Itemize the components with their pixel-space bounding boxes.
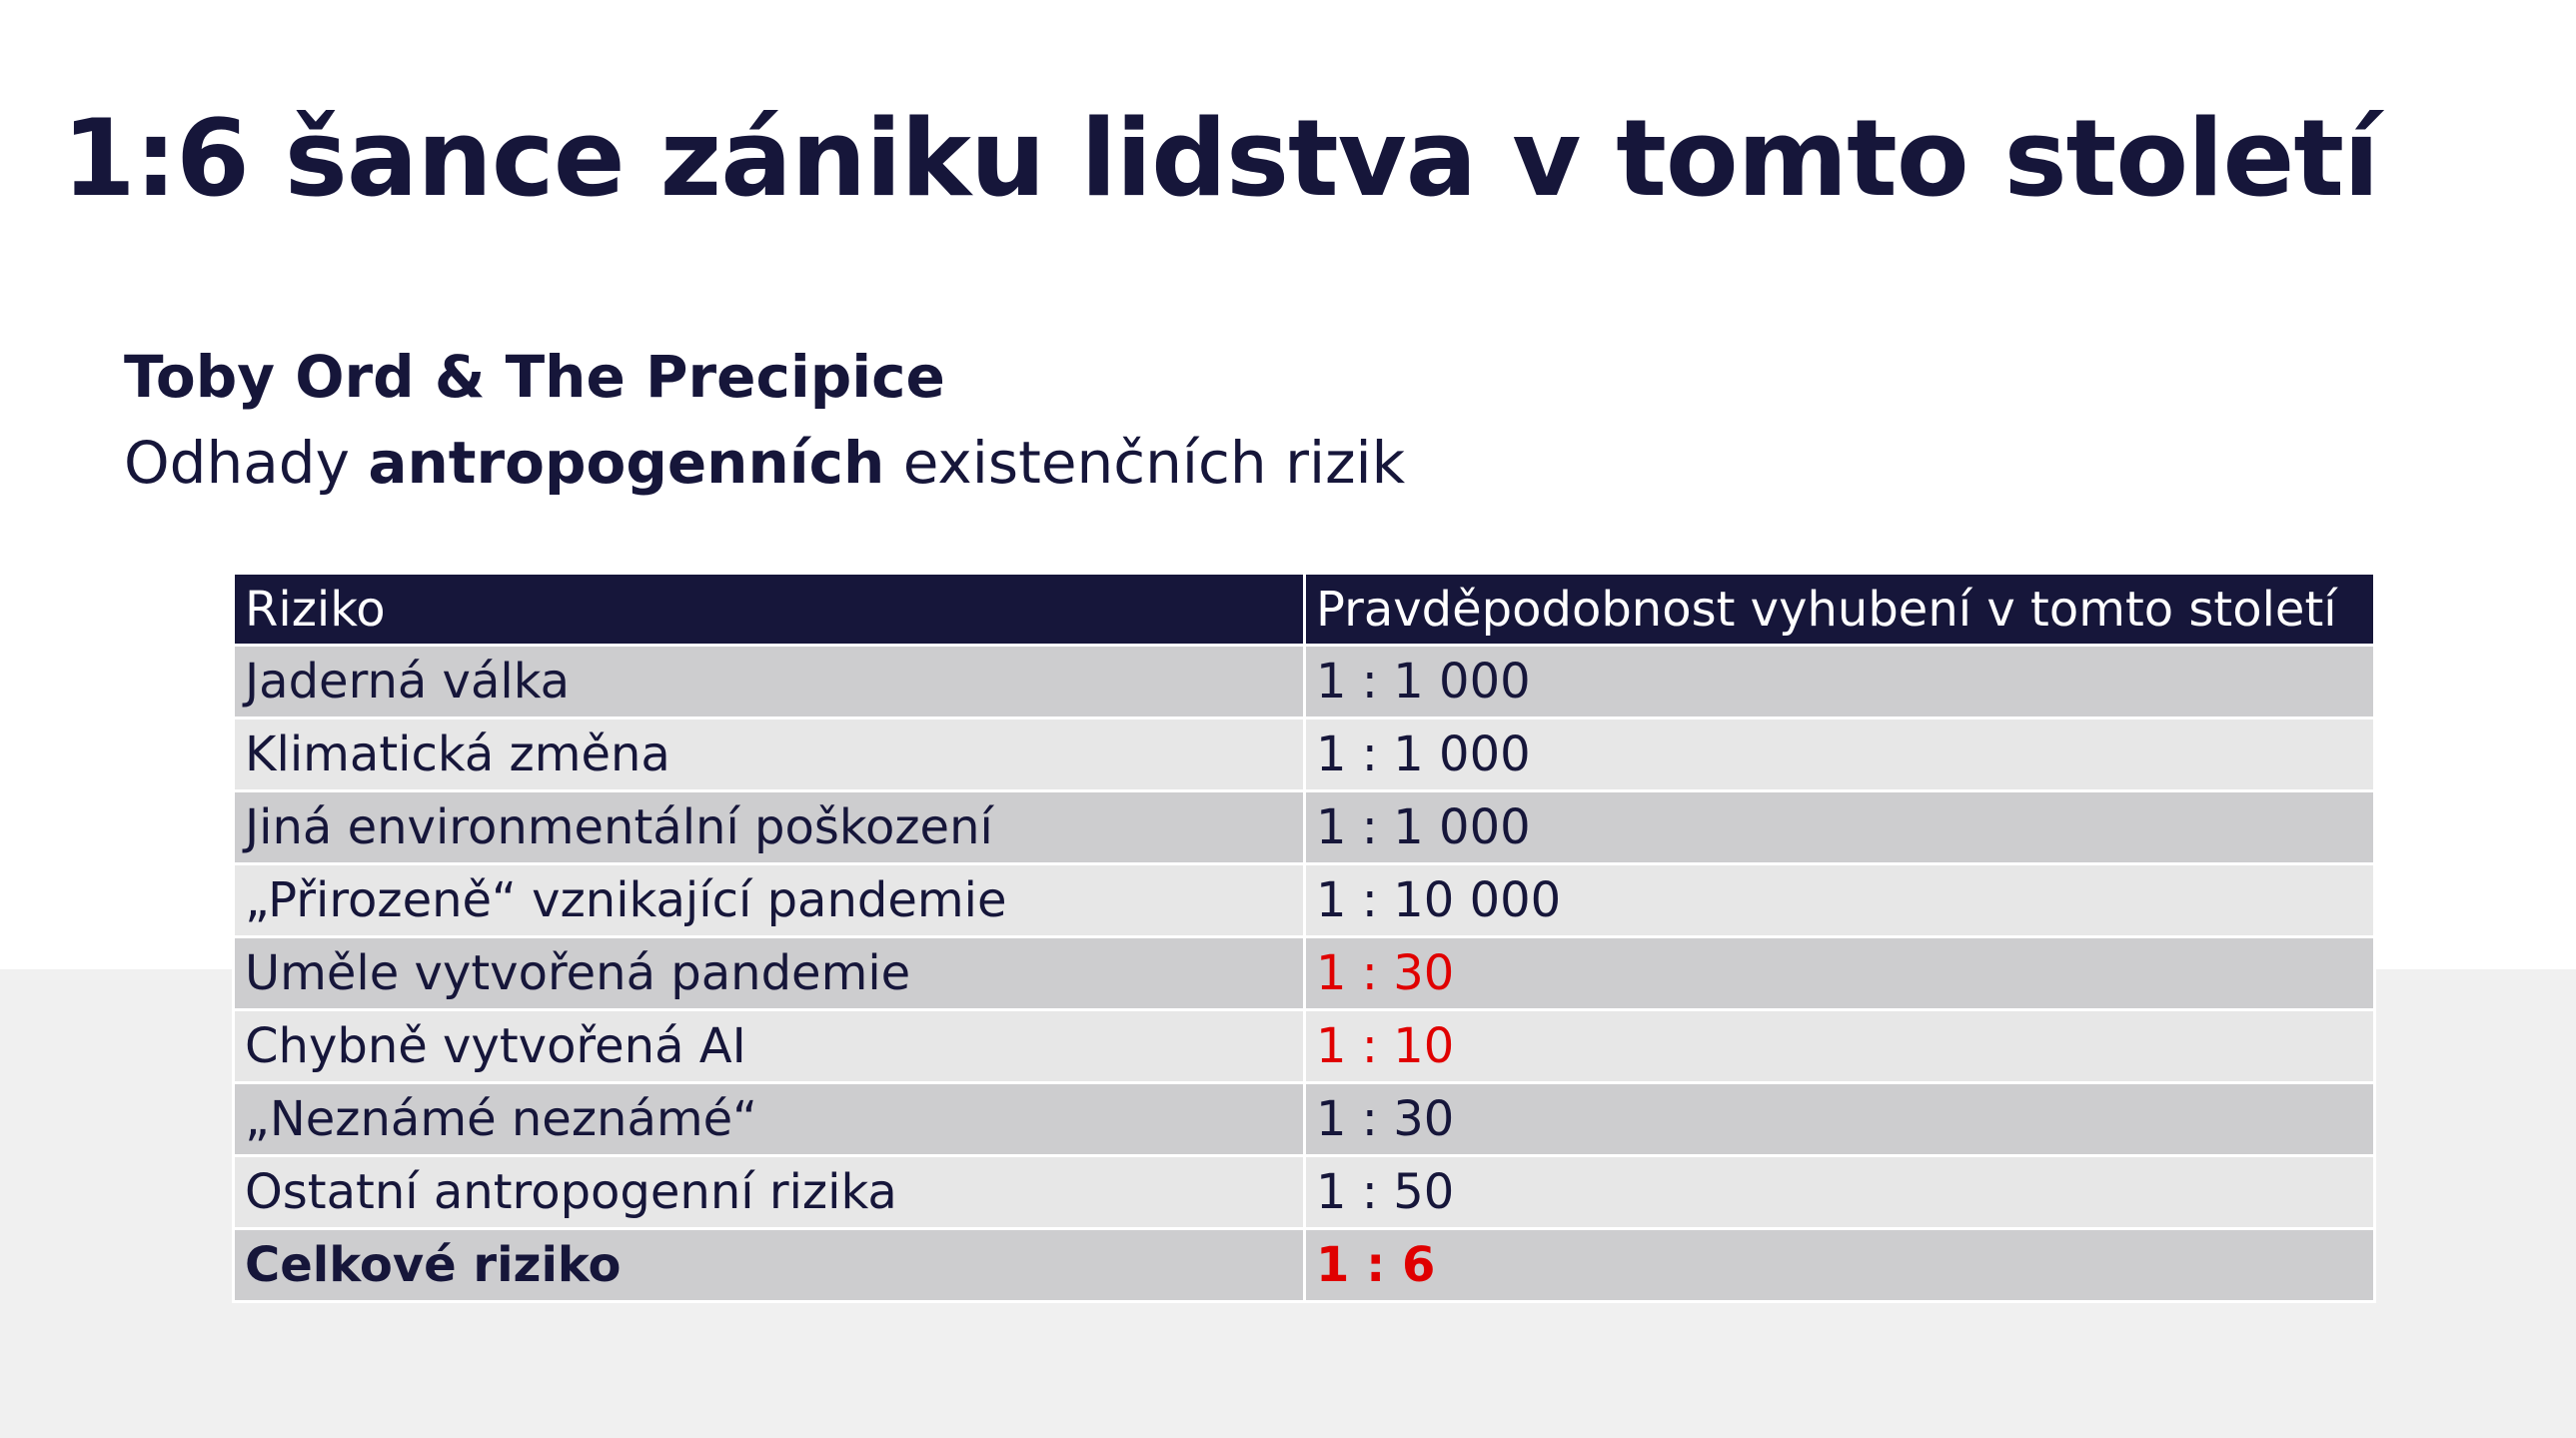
risk-cell: „Neznámé neznámé“ bbox=[232, 1081, 1306, 1157]
risk-cell: „Přirozeně“ vznikající pandemie bbox=[232, 862, 1306, 938]
description-line: Odhady antropogenních existenčních rizik bbox=[124, 420, 1405, 506]
risk-table: Riziko Pravděpodobnost vyhubení v tomto … bbox=[232, 572, 2376, 1303]
table-row: Chybně vytvořená AI 1 : 10 bbox=[232, 1008, 2376, 1084]
table-row: Jaderná válka 1 : 1 000 bbox=[232, 644, 2376, 719]
table-row: „Neznámé neznámé“ 1 : 30 bbox=[232, 1081, 2376, 1157]
table-header-row: Riziko Pravděpodobnost vyhubení v tomto … bbox=[232, 572, 2376, 647]
table-row: Ostatní antropogenní rizika 1 : 50 bbox=[232, 1154, 2376, 1230]
slide-title: 1:6 šance zániku lidstva v tomto století bbox=[62, 97, 2379, 220]
subtitle-block: Toby Ord & The Precipice Odhady antropog… bbox=[124, 334, 1405, 506]
risk-cell: Uměle vytvořená pandemie bbox=[232, 935, 1306, 1011]
probability-cell-highlight: 1 : 30 bbox=[1303, 935, 2376, 1011]
risk-cell: Jaderná válka bbox=[232, 644, 1306, 719]
header-risk: Riziko bbox=[232, 572, 1306, 647]
probability-cell: 1 : 1 000 bbox=[1303, 789, 2376, 865]
probability-cell: 1 : 10 000 bbox=[1303, 862, 2376, 938]
table-row: „Přirozeně“ vznikající pandemie 1 : 10 0… bbox=[232, 862, 2376, 938]
probability-cell: 1 : 1 000 bbox=[1303, 644, 2376, 719]
probability-cell: 1 : 1 000 bbox=[1303, 717, 2376, 792]
description-before: Odhady bbox=[124, 429, 369, 497]
description-after: existenčních rizik bbox=[884, 429, 1406, 497]
header-probability: Pravděpodobnost vyhubení v tomto století bbox=[1303, 572, 2376, 647]
table-row: Klimatická změna 1 : 1 000 bbox=[232, 717, 2376, 792]
probability-cell: 1 : 30 bbox=[1303, 1081, 2376, 1157]
table-row: Uměle vytvořená pandemie 1 : 30 bbox=[232, 935, 2376, 1011]
table-row-total: Celkové riziko 1 : 6 bbox=[232, 1227, 2376, 1303]
risk-cell: Klimatická změna bbox=[232, 717, 1306, 792]
risk-cell: Jiná environmentální poškození bbox=[232, 789, 1306, 865]
author-line: Toby Ord & The Precipice bbox=[124, 343, 945, 411]
total-probability-cell: 1 : 6 bbox=[1303, 1227, 2376, 1303]
total-risk-cell: Celkové riziko bbox=[232, 1227, 1306, 1303]
table-row: Jiná environmentální poškození 1 : 1 000 bbox=[232, 789, 2376, 865]
risk-cell: Chybně vytvořená AI bbox=[232, 1008, 1306, 1084]
description-emphasis: antropogenních bbox=[368, 429, 885, 497]
probability-cell: 1 : 50 bbox=[1303, 1154, 2376, 1230]
probability-cell-highlight: 1 : 10 bbox=[1303, 1008, 2376, 1084]
risk-cell: Ostatní antropogenní rizika bbox=[232, 1154, 1306, 1230]
